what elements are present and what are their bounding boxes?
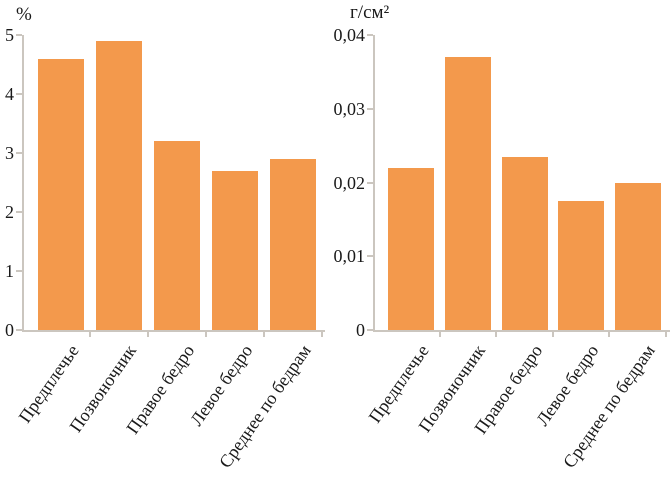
y-tick-label: 2 [5,202,14,222]
x-tick [608,332,611,337]
y-axis-unit-label: г/см² [350,2,390,23]
y-tick [16,152,22,154]
x-tick [495,332,498,337]
bar [444,57,491,330]
x-tick [321,332,323,337]
bar [270,158,316,330]
y-tick-label: 3 [5,143,14,163]
y-tick-label: 0,03 [333,98,366,119]
y-tick [367,255,373,258]
y-tick [367,34,373,36]
y-tick-label: 1 [5,261,14,281]
bar [614,182,661,330]
bar [212,170,258,330]
y-tick [16,211,22,213]
x-tick [438,332,441,337]
x-axis-line [373,330,670,332]
y-tick-label: 0 [356,320,365,340]
y-axis-line [373,35,375,330]
x-tick [263,332,265,337]
y-tick-label: 0,02 [333,172,366,193]
x-tick [665,332,667,337]
x-tick [205,332,207,337]
bar [96,40,142,330]
x-tick [147,332,149,337]
y-tick [367,329,373,331]
y-tick [16,93,22,95]
y-axis-line [22,35,24,330]
bar [388,167,435,330]
y-tick-label: 4 [5,84,14,104]
y-tick-label: 0,04 [333,25,366,45]
bar [558,200,605,330]
y-axis-unit-label: % [16,4,32,25]
y-tick-label: 0,01 [333,246,366,267]
x-axis-line [22,330,325,332]
y-tick-label: 0 [5,320,14,340]
x-tick [551,332,554,337]
y-tick [16,329,22,331]
bar [154,141,200,330]
y-tick [367,107,373,110]
x-tick [89,332,91,337]
bar [501,156,548,330]
y-tick [367,181,373,184]
y-tick [16,270,22,272]
y-tick [16,34,22,36]
bar [38,58,84,330]
y-tick-label: 5 [5,25,14,45]
